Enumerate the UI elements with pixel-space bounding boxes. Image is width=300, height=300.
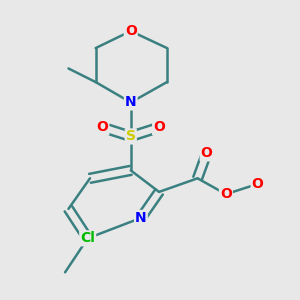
Text: N: N [135,211,147,225]
Text: O: O [97,120,108,134]
Text: S: S [126,129,136,143]
Text: O: O [201,146,213,161]
Text: O: O [125,24,137,38]
Text: N: N [125,95,136,110]
Text: O: O [153,120,165,134]
Text: Cl: Cl [80,231,95,245]
Text: O: O [252,177,263,191]
Text: O: O [220,187,232,201]
